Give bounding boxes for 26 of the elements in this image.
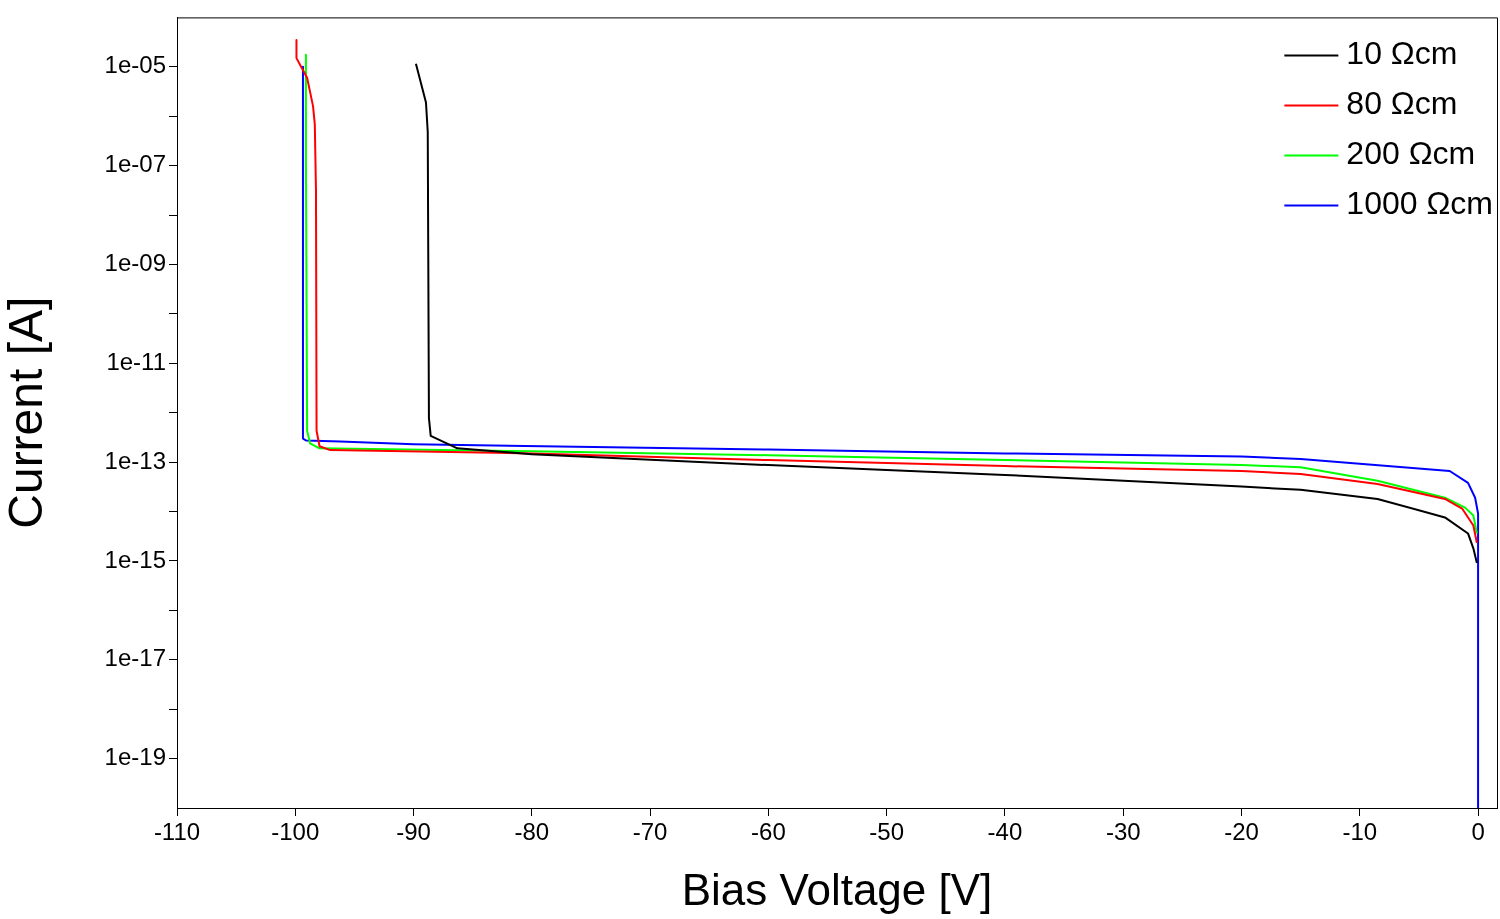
x-tick-label: -60	[751, 818, 786, 846]
x-axis-title: Bias Voltage [V]	[681, 864, 993, 914]
x-tick-label: -40	[987, 818, 1023, 846]
x-tick-label: -30	[1105, 818, 1141, 846]
x-tick-label: 0	[1471, 818, 1485, 846]
y-tick-label: 1e-09	[104, 249, 166, 277]
x-tick-label: -50	[869, 818, 905, 846]
x-tick-label: -70	[632, 818, 668, 846]
x-tick-label: -10	[1342, 818, 1378, 846]
legend-label: 200 Ωcm	[1346, 135, 1476, 172]
legend-label: 10 Ωcm	[1346, 35, 1458, 72]
y-tick-label: 1e-07	[104, 150, 166, 178]
y-tick-label: 1e-17	[104, 644, 166, 672]
y-tick-label: 1e-11	[106, 347, 166, 375]
legend-label: 1000 Ωcm	[1346, 185, 1493, 222]
y-tick-label: 1e-19	[104, 743, 166, 771]
x-tick-label: -90	[396, 818, 431, 846]
x-tick-label: -80	[514, 818, 550, 846]
x-tick-label: -100	[271, 818, 320, 846]
y-tick-label: 1e-13	[104, 446, 166, 474]
legend-label: 80 Ωcm	[1346, 85, 1458, 122]
x-tick-label: -110	[153, 818, 201, 846]
y-tick-label: 1e-05	[104, 51, 166, 79]
y-axis-title: Current [A]	[0, 296, 53, 529]
y-tick-label: 1e-15	[104, 545, 166, 573]
x-tick-label: -20	[1224, 818, 1259, 846]
